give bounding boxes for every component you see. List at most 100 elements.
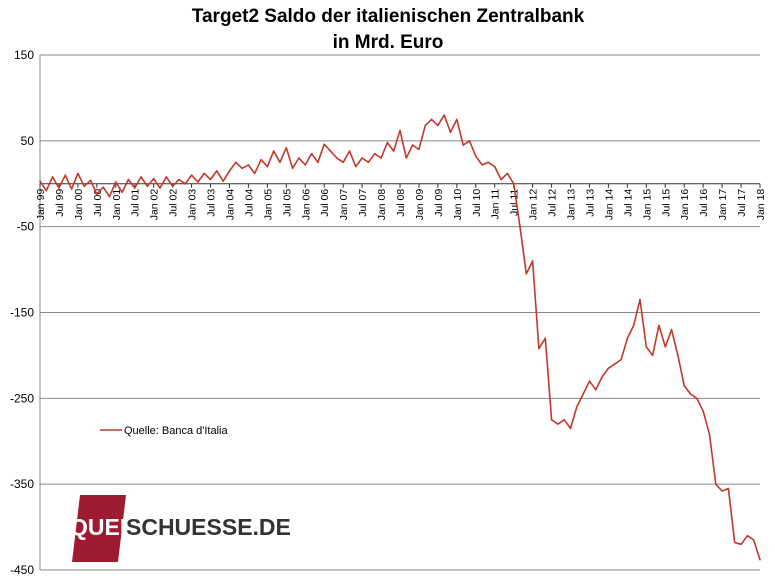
data-point — [146, 185, 149, 188]
data-point — [184, 183, 187, 185]
data-point — [588, 380, 591, 383]
data-point — [733, 541, 736, 544]
data-point — [544, 337, 547, 340]
x-tick-label: Jul 05 — [281, 189, 293, 217]
x-tick-label: Jan 09 — [414, 189, 426, 221]
data-point — [746, 534, 749, 537]
x-tick-label: Jul 10 — [471, 189, 483, 217]
x-tick-label: Jan 08 — [376, 189, 388, 221]
x-tick-label: Jan 17 — [717, 189, 729, 221]
x-tick-label: Jan 02 — [149, 189, 161, 221]
data-point — [39, 180, 41, 182]
data-point — [708, 433, 711, 436]
legend-label: Quelle: Banca d'Italia — [124, 425, 228, 437]
data-point — [462, 144, 465, 146]
x-tick-label: Jan 18 — [755, 189, 767, 221]
data-point — [209, 178, 212, 181]
x-tick-label: Jan 99 — [35, 189, 47, 221]
data-point — [266, 165, 269, 168]
data-point — [582, 393, 584, 395]
x-tick-label: Jul 08 — [395, 189, 407, 217]
series-line — [39, 114, 761, 560]
y-tick-label: 150 — [14, 48, 34, 62]
data-point — [197, 181, 199, 183]
data-point — [235, 161, 237, 164]
data-point — [121, 191, 123, 194]
x-tick-label: Jul 15 — [660, 189, 672, 217]
data-point — [689, 393, 692, 395]
data-point — [342, 161, 345, 164]
data-point — [430, 118, 433, 121]
data-point — [304, 164, 307, 166]
data-point — [291, 167, 294, 170]
data-point — [506, 172, 509, 175]
x-tick-label: Jul 03 — [206, 189, 218, 217]
x-tick-label: Jul 12 — [547, 189, 559, 217]
data-point — [399, 129, 401, 132]
data-point — [317, 161, 319, 164]
data-point — [493, 165, 496, 168]
data-point — [348, 150, 351, 152]
x-tick-label: Jan 05 — [262, 189, 274, 221]
x-tick-label: Jul 17 — [736, 189, 748, 217]
data-point — [620, 358, 622, 361]
data-point — [152, 177, 155, 180]
data-point — [386, 141, 389, 144]
data-point — [253, 172, 256, 175]
x-tick-label: Jul 01 — [130, 189, 142, 217]
x-tick-label: Jan 16 — [679, 189, 691, 221]
x-tick-label: Jul 06 — [319, 189, 331, 217]
legend: Quelle: Banca d'Italia — [100, 425, 228, 437]
data-point — [285, 146, 288, 149]
x-tick-label: Jan 14 — [603, 189, 615, 221]
chart-subtitle: in Mrd. Euro — [333, 32, 444, 53]
data-point — [373, 152, 376, 155]
x-tick-label: Jan 07 — [338, 189, 350, 221]
data-point — [127, 178, 130, 181]
x-tick-label: Jan 00 — [73, 189, 85, 221]
data-point — [632, 324, 635, 327]
data-point — [323, 143, 326, 146]
x-tick-label: Jul 07 — [357, 189, 369, 217]
data-point — [108, 195, 111, 198]
data-point — [247, 164, 250, 166]
data-point — [298, 157, 300, 159]
x-tick-label: Jan 03 — [187, 189, 199, 221]
x-tick-label: Jan 10 — [452, 189, 464, 221]
data-point — [367, 161, 370, 164]
data-point — [222, 180, 224, 182]
data-point — [241, 167, 243, 170]
data-point — [481, 164, 483, 166]
data-point — [171, 185, 174, 188]
x-tick-label: Jul 04 — [243, 189, 255, 217]
data-point — [696, 397, 698, 400]
x-tick-label: Jul 02 — [168, 189, 180, 217]
x-tick-label: Jul 09 — [433, 189, 445, 217]
data-point — [96, 193, 98, 195]
data-point — [752, 539, 755, 541]
data-point — [721, 490, 723, 492]
data-point — [216, 170, 218, 172]
y-tick-label: -150 — [10, 306, 34, 320]
x-tick-label: Jul 00 — [92, 189, 104, 217]
x-tick-label: Jan 04 — [224, 189, 236, 221]
data-point — [500, 178, 502, 181]
y-tick-label: -50 — [17, 220, 35, 234]
data-point — [626, 337, 629, 340]
data-point — [683, 384, 685, 387]
data-point — [51, 176, 54, 178]
data-point — [178, 178, 180, 181]
y-tick-label: -350 — [10, 477, 34, 491]
data-point — [645, 346, 648, 348]
data-point — [260, 158, 262, 161]
data-point — [569, 427, 572, 430]
x-tick-label: Jan 11 — [490, 189, 502, 220]
data-point — [525, 273, 528, 275]
x-tick-label: Jul 14 — [622, 189, 634, 217]
y-axis: 150 50 -50 -150 -250 -350 -450 — [10, 48, 34, 577]
x-tick-label: Jul 16 — [698, 189, 710, 217]
data-point — [658, 324, 660, 327]
data-point — [715, 483, 717, 486]
data-point — [651, 354, 654, 357]
